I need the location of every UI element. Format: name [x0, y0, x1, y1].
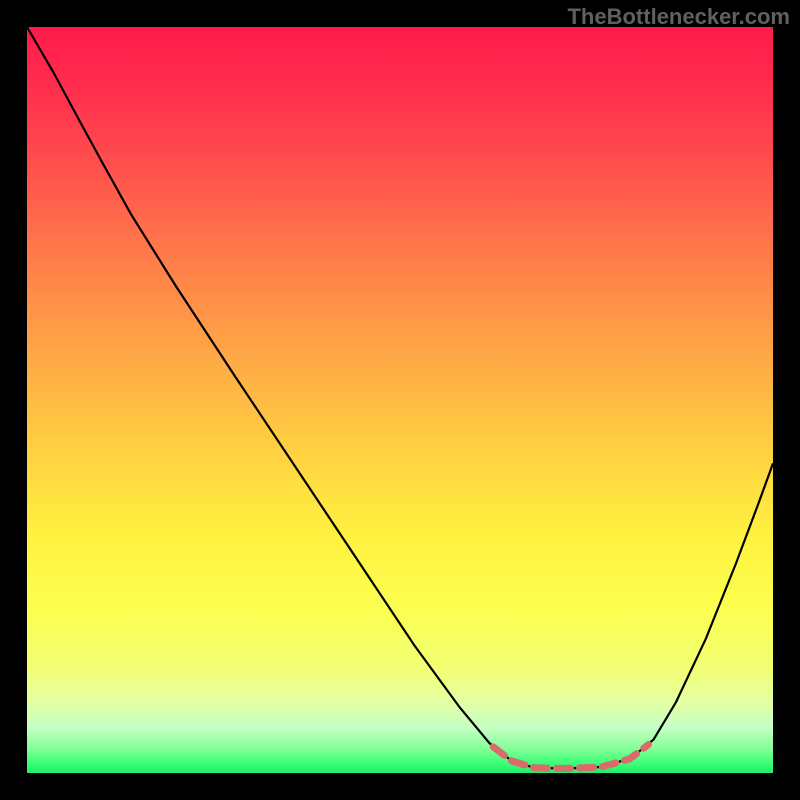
gradient-background	[27, 27, 773, 773]
watermark-text: TheBottlenecker.com	[567, 4, 790, 30]
chart-svg	[27, 27, 773, 773]
